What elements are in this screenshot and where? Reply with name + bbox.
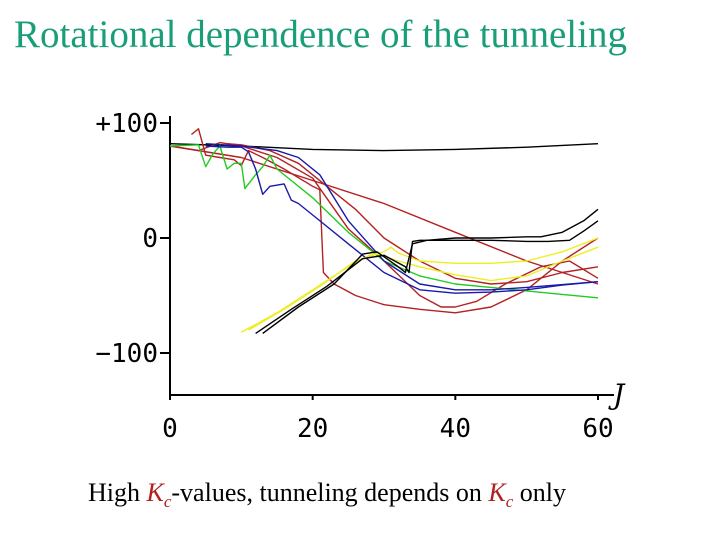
caption-text-3: only	[513, 478, 567, 507]
y-tick-label: +100	[95, 109, 158, 139]
chart-axes	[169, 116, 614, 396]
ticks-layer: 0 20 40 60 +100 0 −100	[95, 109, 613, 444]
x-tick-label: 60	[582, 414, 613, 444]
series-line-12	[262, 208, 599, 334]
series-line-8	[205, 143, 599, 291]
x-tick-label: 20	[297, 414, 328, 444]
series-line-5	[169, 144, 599, 299]
slide-title: Rotational dependence of the tunneling	[14, 13, 627, 56]
y-tick-label: −100	[95, 339, 158, 369]
x-axis-label: J	[608, 378, 626, 411]
series-layer	[169, 128, 599, 334]
series-line-3	[190, 128, 599, 314]
slide-caption: High Kc-values, tunneling depends on Kc …	[88, 478, 708, 512]
series-line-4	[169, 141, 599, 308]
series-line-10	[248, 246, 599, 331]
series-line-6	[205, 145, 599, 294]
kc-symbol-1: Kc	[146, 478, 172, 512]
y-tick-label: 0	[142, 224, 158, 254]
series-line-2	[169, 145, 599, 285]
x-tick-label: 0	[162, 414, 178, 444]
x-tick-label: 40	[440, 414, 471, 444]
series-line-9	[240, 237, 599, 333]
caption-text-1: High	[88, 478, 147, 507]
series-line-7	[227, 143, 599, 285]
kc-symbol-2: Kc	[488, 478, 514, 512]
caption-text-2: -values, tunneling depends on	[171, 478, 489, 507]
